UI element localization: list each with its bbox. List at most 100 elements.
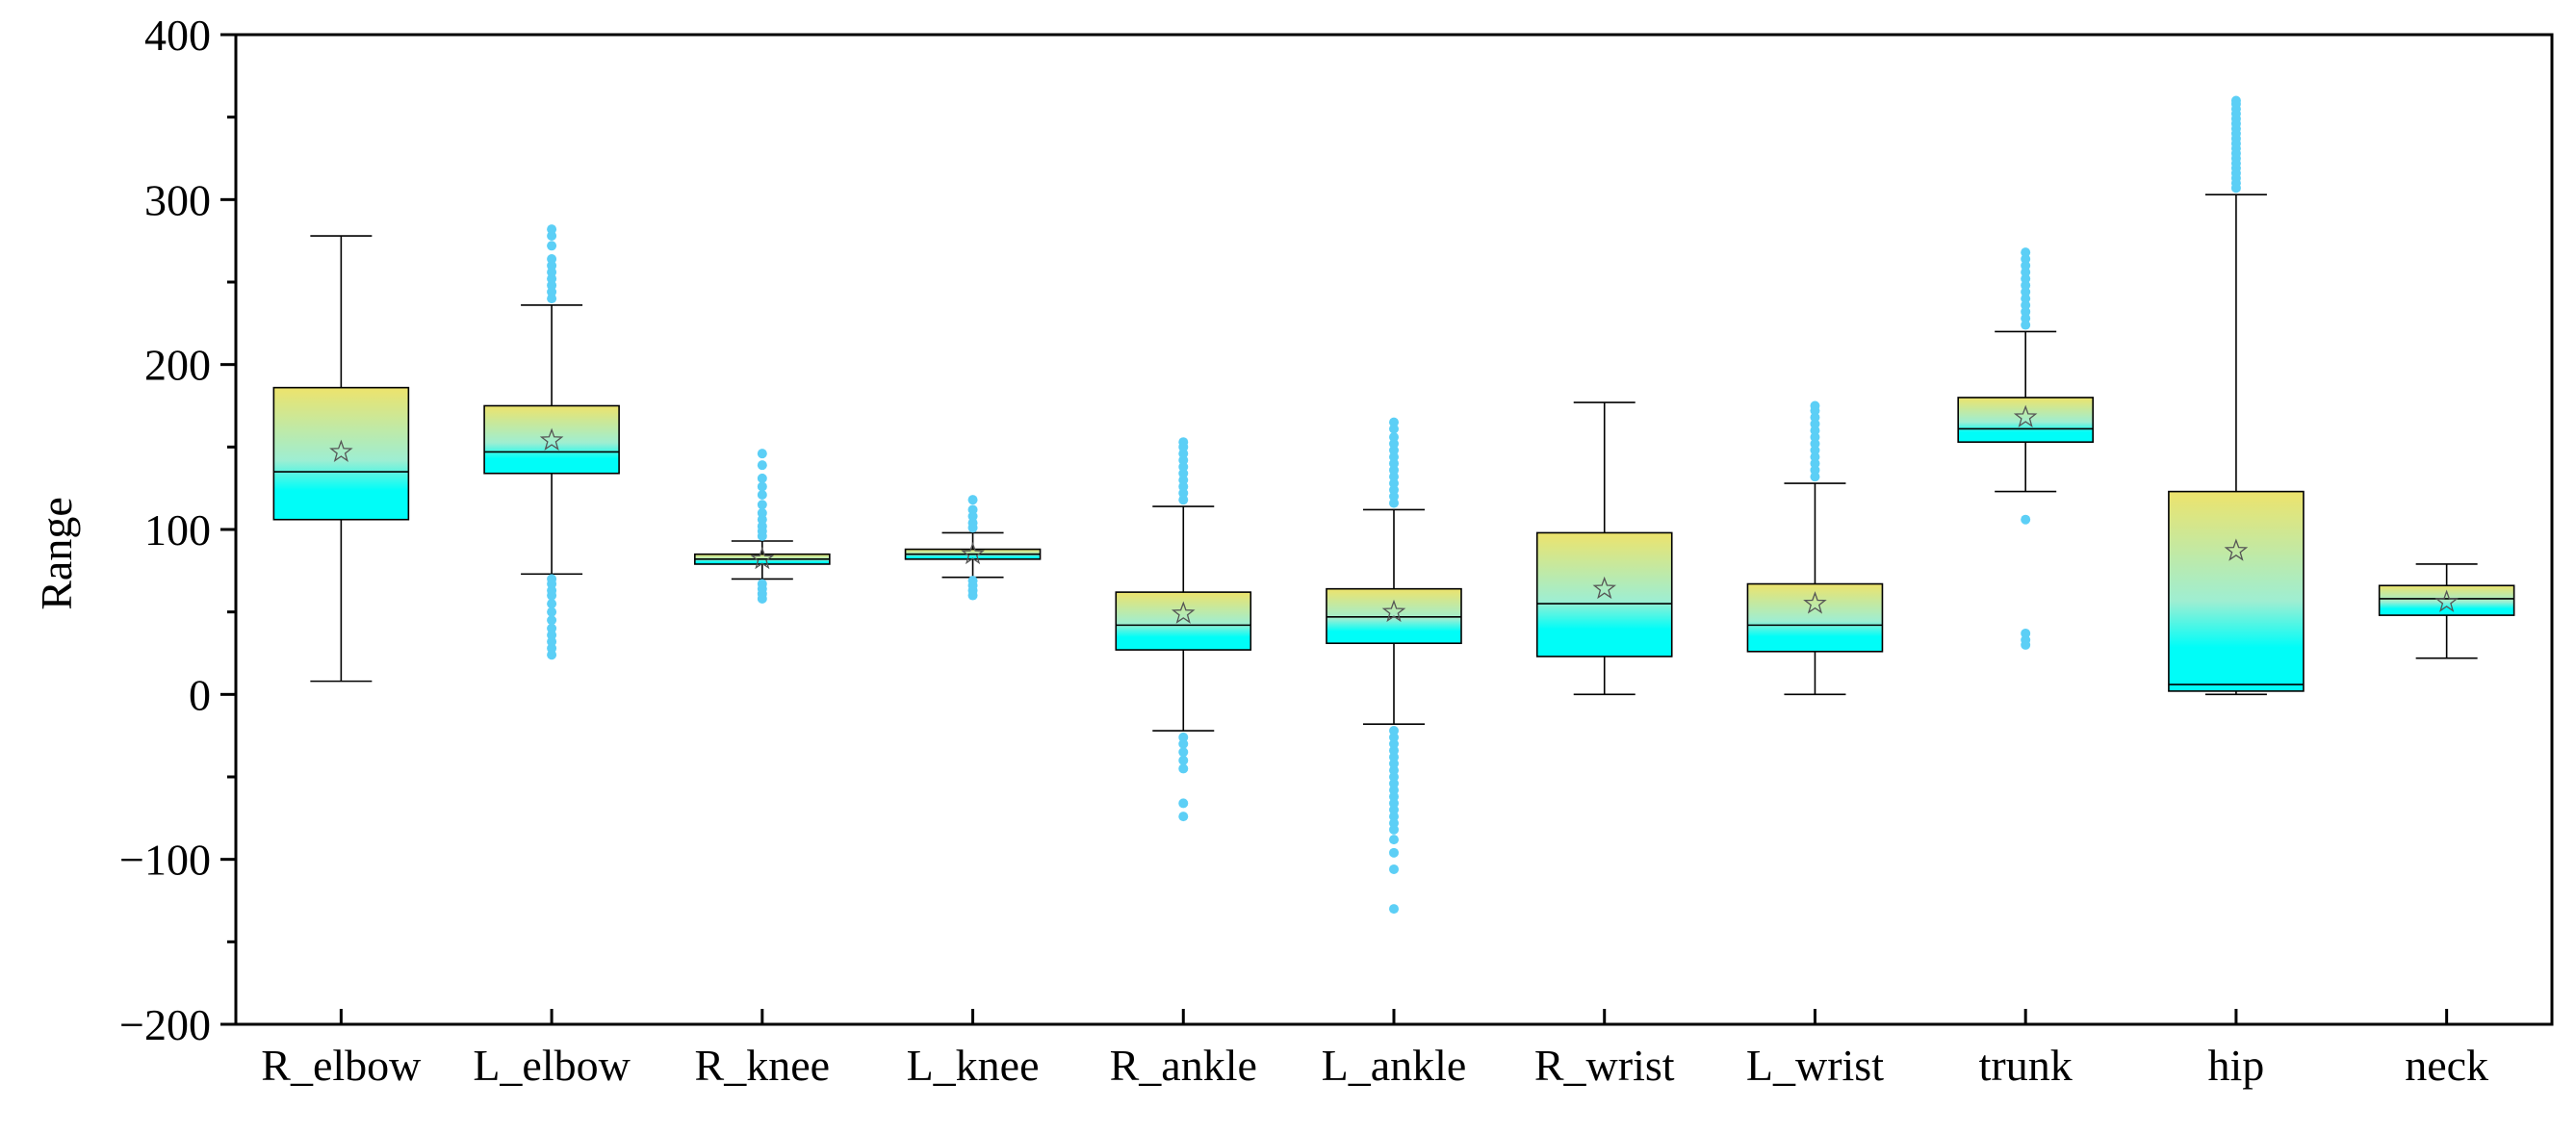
box-group-r-elbow [272,235,410,683]
x-tick-label: L_elbow [473,1041,631,1090]
outlier-point [757,490,767,501]
y-tick-label: −200 [119,1000,211,1049]
outlier-point [547,224,557,235]
outlier-point [967,576,978,586]
y-tick-label: 100 [144,505,211,555]
box-group-hip [2168,95,2305,696]
x-tick-label: trunk [1979,1041,2073,1090]
outlier-point [967,495,978,505]
box-group-neck [2378,563,2515,659]
outlier-point [2021,320,2031,330]
outlier-point [1810,458,1820,469]
outlier-point [1389,417,1399,427]
outlier-point [757,521,767,531]
outlier-point [1389,805,1399,815]
box-iqr [1115,591,1252,651]
mean-marker [1171,601,1196,624]
mean-marker [750,546,775,570]
y-tick-label: 200 [144,341,211,390]
mean-marker [1381,599,1406,623]
x-tick-label: L_knee [907,1041,1040,1090]
outlier-point [1178,798,1189,809]
outlier-point [1389,785,1399,795]
outlier-point [547,231,557,242]
y-tick-label: 400 [144,11,211,60]
x-tick-label: R_elbow [261,1041,422,1090]
outlier-point [2021,628,2031,638]
mean-marker [1592,576,1617,600]
outlier-point [547,294,557,304]
box-iqr [2168,490,2305,692]
outlier-point [757,460,767,471]
y-axis-title: Range [32,497,81,610]
outlier-point [1810,472,1820,482]
outlier-point [1178,488,1189,499]
outlier-point [547,273,557,284]
outlier-point [1389,451,1399,462]
outlier-point [1389,438,1399,449]
box-group-l-elbow [483,224,620,660]
box-group-l-wrist [1746,400,1884,696]
outlier-point [1389,847,1399,858]
outlier-point [967,511,978,522]
mean-marker [539,427,564,451]
outlier-point [757,507,767,518]
outlier-point [1389,817,1399,828]
box-iqr [1746,582,1884,653]
outlier-point [547,643,557,654]
outlier-point [1178,755,1189,765]
outlier-point [1178,475,1189,485]
outlier-point [1389,791,1399,802]
box-group-l-ankle [1326,417,1462,915]
outlier-point [1178,738,1189,749]
outlier-point [2021,634,2031,645]
outlier-point [757,449,767,459]
outlier-point [547,585,557,596]
axes-layer: −200 −100 0 100 200 300 400 R_elbow L_elbow R_kne… [119,11,2488,1090]
outlier-point [757,514,767,525]
y-tick-label: 300 [144,175,211,224]
box-iqr [483,404,620,475]
outlier-point [1389,752,1399,762]
x-tick-label: R_wrist [1534,1041,1675,1090]
outlier-point [547,287,557,297]
outlier-point [757,481,767,492]
outlier-point [1810,419,1820,429]
outlier-point [757,579,767,589]
outlier-point [1810,451,1820,462]
outlier-point [1810,445,1820,455]
mean-marker [2434,589,2459,612]
x-tick-label: neck [2405,1041,2488,1090]
outlier-point [1389,465,1399,476]
outlier-point [1389,432,1399,443]
outlier-point [1389,765,1399,776]
outlier-point [547,599,557,609]
box-group-r-ankle [1115,437,1252,822]
y-tick-label: 0 [189,670,211,719]
outlier-point [967,518,978,529]
outlier-point [1389,772,1399,782]
mean-marker [1803,591,1827,614]
boxes-layer [272,95,2515,915]
box-iqr [1535,531,1673,658]
outlier-point [2021,287,2031,297]
outlier-point [2021,306,2031,317]
box-group-l-knee [904,495,1042,601]
outlier-point [1178,495,1189,505]
outlier-point [1178,449,1189,459]
outlier-point [1178,812,1189,822]
outlier-point [1389,472,1399,482]
outlier-point [1178,437,1189,448]
mean-marker [329,439,353,462]
box-group-r-wrist [1535,401,1673,696]
outlier-point [1389,759,1399,769]
outlier-point [1389,424,1399,434]
outlier-point [2021,514,2031,525]
outlier-point [547,280,557,291]
outlier-point [2021,273,2031,284]
outlier-point [1389,778,1399,788]
box-iqr [1957,397,2094,443]
outlier-point [547,254,557,265]
outlier-point [1389,738,1399,749]
outlier-point [547,260,557,271]
